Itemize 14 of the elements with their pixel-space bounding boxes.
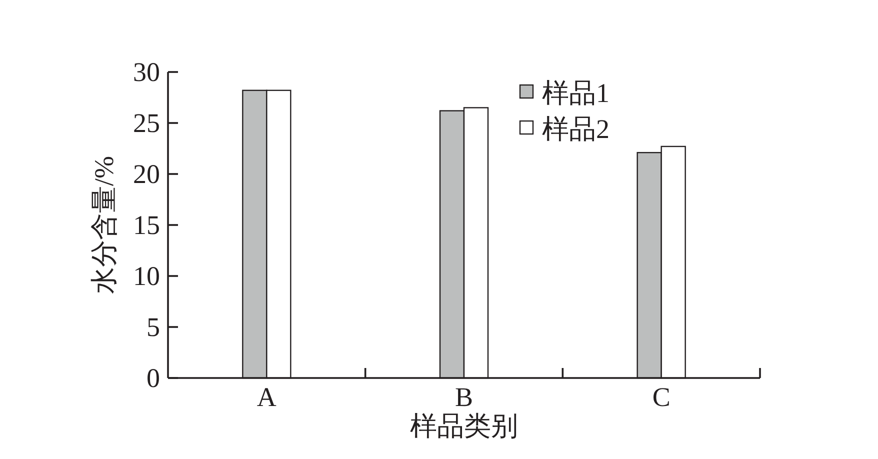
y-tick-label: 0: [146, 363, 160, 393]
x-tick-label: C: [652, 382, 670, 412]
y-tick-label: 25: [133, 108, 160, 138]
y-tick-label: 5: [146, 312, 160, 342]
x-tick-label: A: [256, 382, 277, 412]
y-tick-label: 15: [133, 210, 160, 240]
x-tick-label: B: [454, 382, 474, 412]
y-tick-label: 30: [133, 57, 160, 87]
legend-label: 样品2: [542, 114, 610, 144]
y-tick-label: 20: [133, 159, 160, 189]
legend-label: 样品1: [542, 78, 610, 108]
y-tick-label: 10: [133, 261, 160, 291]
x-axis-title: 样品类别: [410, 411, 518, 441]
y-axis-title: 水分含量/%: [89, 156, 119, 294]
